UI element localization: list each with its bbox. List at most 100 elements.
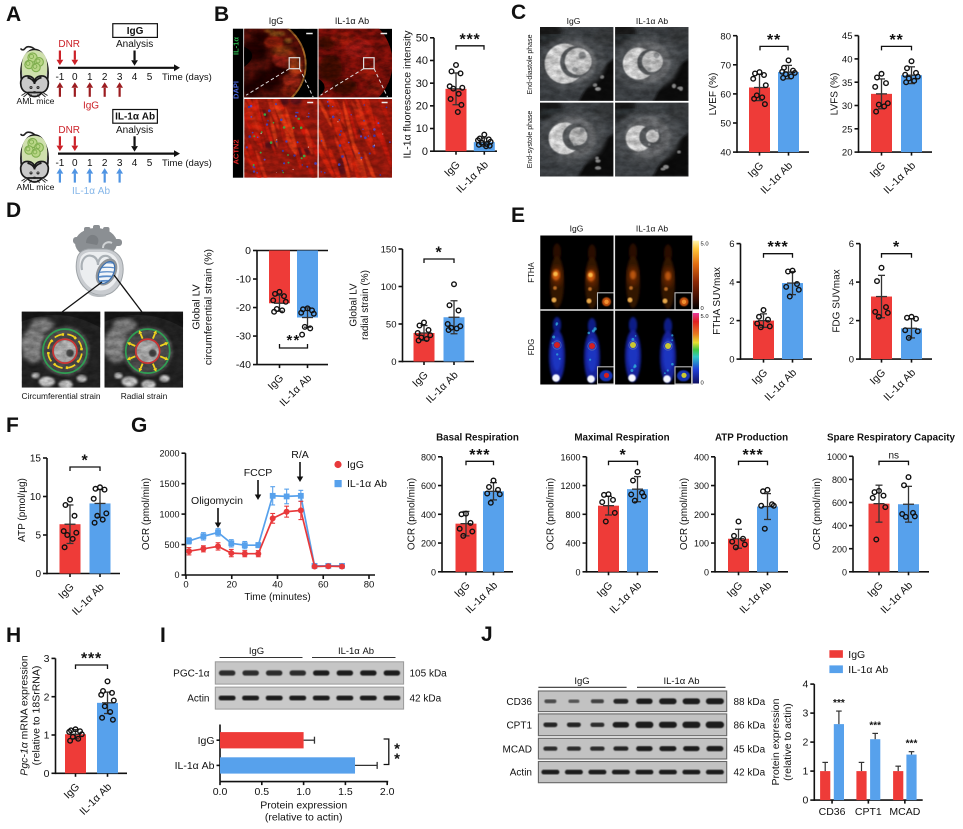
svg-text:5.0: 5.0 — [701, 242, 709, 248]
svg-text:5: 5 — [147, 158, 153, 169]
svg-text:DAPI: DAPI — [232, 81, 241, 99]
svg-text:IL-1α Ab: IL-1α Ab — [878, 579, 915, 616]
svg-text:Analysis: Analysis — [116, 39, 153, 50]
svg-text:**: ** — [286, 332, 300, 349]
svg-text:H: H — [6, 624, 21, 647]
svg-text:IgG: IgG — [746, 160, 766, 180]
svg-text:***: *** — [742, 447, 763, 464]
svg-text:I: I — [160, 624, 166, 647]
svg-text:1: 1 — [87, 72, 93, 83]
svg-text:IgG: IgG — [266, 372, 286, 392]
svg-text:IL-1α Ab: IL-1α Ab — [758, 160, 795, 197]
svg-text:End-systole phase: End-systole phase — [527, 111, 534, 169]
svg-text:ATP (pmol/µg): ATP (pmol/µg) — [17, 478, 28, 542]
svg-text:200: 200 — [832, 544, 847, 554]
svg-text:***: *** — [767, 239, 788, 256]
svg-text:15: 15 — [30, 454, 42, 465]
svg-text:PGC-1α: PGC-1α — [173, 669, 210, 680]
svg-text:0: 0 — [245, 245, 251, 257]
svg-text:E: E — [511, 204, 525, 227]
svg-text:0: 0 — [391, 357, 396, 368]
svg-text:IL-1α Ab: IL-1α Ab — [347, 478, 387, 490]
svg-text:Time (minutes): Time (minutes) — [244, 592, 310, 603]
svg-text:800: 800 — [421, 452, 436, 462]
svg-text:300: 300 — [694, 481, 709, 491]
svg-text:600: 600 — [832, 498, 847, 508]
svg-text:30: 30 — [416, 78, 428, 90]
svg-text:1: 1 — [44, 730, 50, 742]
svg-text:50: 50 — [720, 119, 731, 130]
svg-text:Spare Respiratory Capacity: Spare Respiratory Capacity — [827, 432, 956, 443]
svg-text:2: 2 — [849, 316, 854, 327]
svg-text:800: 800 — [565, 510, 580, 520]
svg-text:35: 35 — [842, 78, 853, 89]
svg-text:0: 0 — [72, 158, 78, 169]
svg-text:1.5: 1.5 — [338, 786, 353, 798]
svg-text:4: 4 — [729, 278, 734, 289]
svg-text:CD36: CD36 — [819, 806, 846, 818]
svg-text:FDG SUVmax: FDG SUVmax — [832, 269, 843, 332]
svg-text:OCR (pmol/min): OCR (pmol/min) — [679, 478, 690, 550]
svg-text:MCAD: MCAD — [889, 806, 920, 818]
svg-text:2: 2 — [44, 691, 50, 703]
svg-text:1000: 1000 — [159, 509, 179, 519]
svg-text:IL-1α Ab: IL-1α Ab — [424, 369, 461, 406]
svg-text:2: 2 — [729, 316, 734, 327]
svg-text:IgG: IgG — [865, 579, 885, 599]
svg-text:B: B — [214, 3, 229, 26]
svg-text:3: 3 — [117, 72, 123, 83]
svg-text:OCR (pmol/min): OCR (pmol/min) — [407, 478, 418, 550]
svg-text:J: J — [481, 623, 493, 646]
svg-text:DNR: DNR — [58, 125, 80, 136]
svg-text:45 kDa: 45 kDa — [734, 744, 766, 755]
svg-text:*: * — [394, 751, 400, 768]
svg-text:0: 0 — [729, 355, 734, 366]
svg-text:Protein expression: Protein expression — [260, 800, 347, 812]
svg-text:0: 0 — [704, 567, 709, 577]
svg-text:5: 5 — [35, 531, 41, 542]
svg-text:40: 40 — [842, 55, 853, 66]
svg-text:IgG: IgG — [848, 649, 865, 661]
svg-text:60: 60 — [318, 580, 329, 591]
svg-text:42 kDa: 42 kDa — [734, 768, 766, 779]
svg-text:IgG: IgG — [868, 160, 888, 180]
svg-text:DNR: DNR — [58, 39, 80, 50]
svg-text:25: 25 — [842, 124, 853, 135]
svg-text:105 kDa: 105 kDa — [410, 669, 448, 680]
svg-text:IL-1α Ab: IL-1α Ab — [72, 186, 110, 197]
svg-text:IL-1α Ab: IL-1α Ab — [636, 16, 669, 26]
svg-text:IgG: IgG — [574, 676, 589, 687]
svg-text:Oligomycin: Oligomycin — [191, 495, 243, 507]
svg-text:A: A — [6, 3, 21, 26]
svg-text:IL-1α Ab: IL-1α Ab — [175, 760, 215, 772]
svg-text:(relative to actin): (relative to actin) — [265, 812, 343, 824]
svg-text:500: 500 — [164, 540, 179, 550]
svg-text:2: 2 — [102, 158, 108, 169]
svg-text:40: 40 — [720, 148, 731, 159]
svg-text:R/A: R/A — [291, 449, 309, 461]
svg-text:IL-1α Ab: IL-1α Ab — [77, 781, 114, 818]
svg-text:***: *** — [833, 698, 845, 709]
svg-text:***: *** — [459, 31, 480, 48]
svg-text:IgG: IgG — [452, 579, 472, 599]
svg-text:400: 400 — [421, 510, 436, 520]
svg-text:86 kDa: 86 kDa — [734, 720, 766, 731]
svg-text:*: * — [81, 453, 88, 470]
svg-text:IL-1α Ab: IL-1α Ab — [848, 664, 888, 676]
svg-text:30: 30 — [842, 101, 853, 112]
svg-text:IL-1α Ab: IL-1α Ab — [70, 581, 107, 618]
svg-text:ATP Production: ATP Production — [715, 432, 788, 443]
svg-text:IgG: IgG — [725, 579, 745, 599]
svg-text:0.0: 0.0 — [213, 786, 228, 798]
svg-text:IL-1α Ab: IL-1α Ab — [636, 224, 669, 234]
svg-text:IL-1α Ab: IL-1α Ab — [762, 367, 799, 404]
svg-text:1000: 1000 — [827, 452, 847, 462]
svg-text:Time (days): Time (days) — [162, 158, 212, 169]
svg-text:D: D — [6, 199, 21, 222]
svg-text:IL-1α Ab: IL-1α Ab — [335, 16, 369, 26]
svg-text:MCAD: MCAD — [503, 744, 532, 755]
svg-text:Actin: Actin — [187, 694, 209, 705]
svg-text:-30: -30 — [236, 331, 251, 343]
svg-text:200: 200 — [421, 539, 436, 549]
svg-text:(relative to 18SrRNA): (relative to 18SrRNA) — [31, 666, 43, 766]
